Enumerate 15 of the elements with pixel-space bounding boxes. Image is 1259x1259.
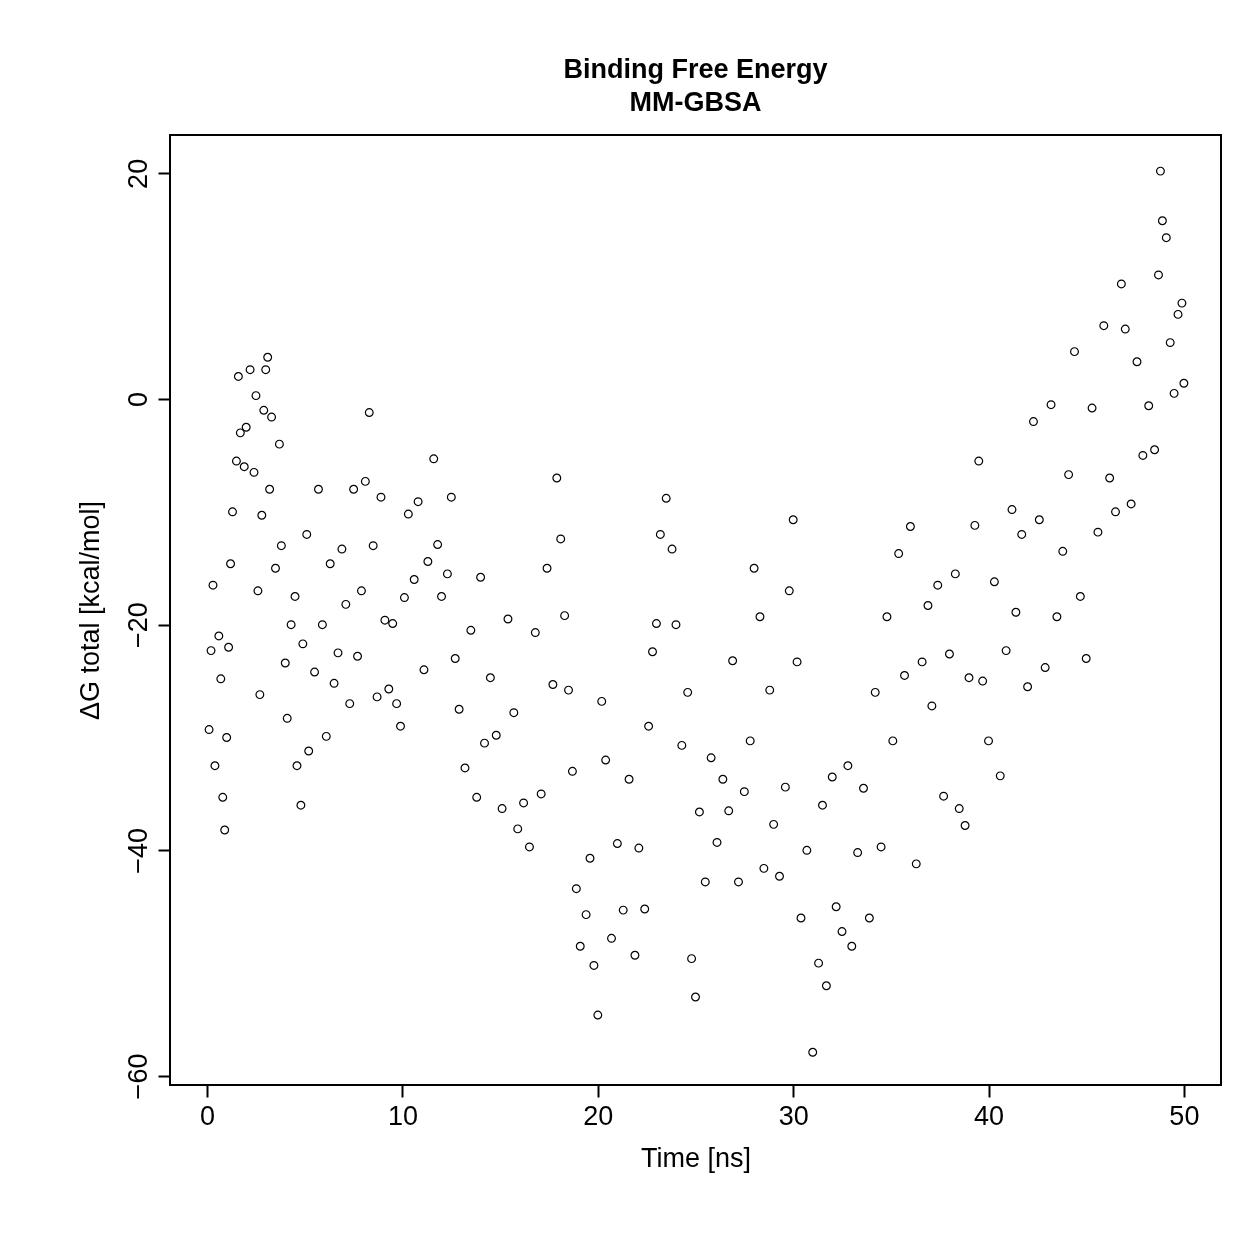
x-tick-label: 10 [387, 1100, 418, 1131]
x-tick-label: 30 [778, 1100, 809, 1131]
x-tick-label: 40 [974, 1100, 1005, 1131]
y-tick-label: −40 [122, 827, 153, 874]
y-axis-title: ΔG total [kcal/mol] [74, 500, 105, 721]
y-tick-label: −20 [122, 602, 153, 649]
x-tick-label: 0 [200, 1100, 216, 1131]
chart-title: Binding Free Energy [563, 54, 828, 84]
x-tick-label: 20 [583, 1100, 614, 1131]
chart-subtitle: MM-GBSA [629, 87, 762, 117]
x-tick-label: 50 [1169, 1100, 1200, 1131]
y-tick-label: 0 [122, 392, 153, 408]
x-axis-title: Time [ns] [640, 1142, 752, 1173]
y-tick-label: −60 [122, 1053, 153, 1100]
y-tick-label: 20 [122, 158, 153, 189]
